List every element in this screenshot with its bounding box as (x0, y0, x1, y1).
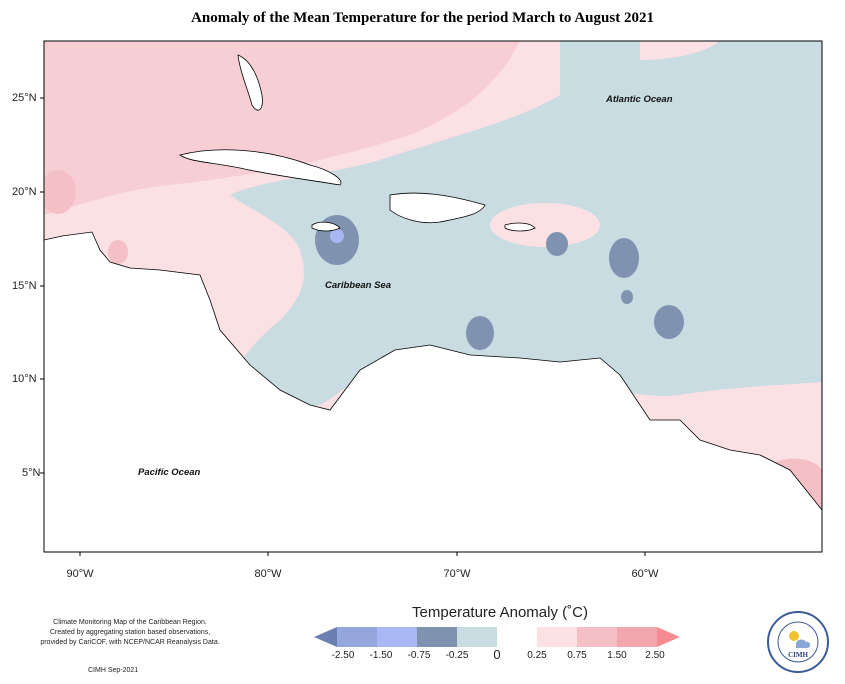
legend-tick: -1.50 (369, 650, 393, 661)
credits-line: Created by aggregating station based obs… (49, 629, 211, 636)
caribbean-sea-label: Caribbean Sea (325, 280, 391, 291)
atlantic-ocean-label: Atlantic Ocean (606, 94, 673, 105)
hispaniola (389, 192, 486, 224)
credits-line: Climate Monitoring Map of the Caribbean … (53, 619, 207, 626)
cold-spot-2 (609, 238, 639, 278)
axis-ticks (40, 97, 646, 556)
cold-spot-jamaica-core (330, 229, 344, 243)
warm-spot-belize (108, 240, 128, 264)
land-masses (44, 54, 822, 552)
lat-tick: 15°N (12, 280, 37, 292)
legend-tick: -2.50 (331, 650, 355, 661)
legend-high-arrow (657, 627, 680, 647)
sun-icon (789, 631, 799, 641)
legend-swatch (377, 627, 417, 647)
legend-swatch (497, 627, 537, 647)
lat-tick: 5°N (22, 467, 41, 479)
lat-tick: 25°N (12, 92, 37, 104)
lat-tick: 20°N (12, 186, 37, 198)
cold-spot-5 (466, 316, 494, 350)
legend-tick: 0.75 (567, 650, 587, 661)
legend-swatch (337, 627, 377, 647)
pacific-ocean-label: Pacific Ocean (138, 467, 201, 478)
legend-low-arrow (314, 627, 337, 647)
jamaica (311, 221, 341, 232)
legend-tick: -0.75 (407, 650, 431, 661)
anomaly-field-pink-ne (640, 41, 720, 60)
legend-title: Temperature Anomaly (˚C) (412, 604, 588, 621)
puerto-rico (504, 222, 536, 232)
cold-spot-1 (546, 232, 568, 256)
legend-tick: 0 (493, 647, 501, 662)
lon-tick: 90°W (66, 568, 94, 580)
legend-tick: 1.50 (607, 650, 627, 661)
anomaly-field-pink-patch (490, 203, 600, 247)
credits-line: provided by CariCOF, with NCEP/NCAR Rean… (40, 639, 220, 646)
anomaly-field-northwest (44, 41, 520, 215)
continental-land (44, 231, 822, 552)
logo-text: CIMH (788, 651, 808, 659)
credits-block: Climate Monitoring Map of the Caribbean … (30, 618, 230, 648)
legend-tick: 0.25 (527, 650, 547, 661)
legend-colorbar (314, 627, 680, 647)
lon-tick: 70°W (443, 568, 471, 580)
map-frame (43, 40, 823, 553)
warm-spot-yucatan (44, 170, 76, 214)
lon-tick: 80°W (254, 568, 282, 580)
legend-tick: -0.25 (445, 650, 469, 661)
cuba (179, 149, 342, 186)
legend-swatch (617, 627, 657, 647)
map-title: Anomaly of the Mean Temperature for the … (191, 10, 654, 26)
cloud-icon (796, 639, 811, 648)
legend-swatch (457, 627, 497, 647)
legend-tick: 2.50 (645, 650, 665, 661)
credits-stamp: CIMH Sep-2021 (88, 667, 139, 674)
cold-spot-3 (621, 290, 633, 304)
florida (237, 54, 263, 111)
lon-tick: 60°W (631, 568, 659, 580)
legend-swatch (577, 627, 617, 647)
cold-spot-4 (654, 305, 684, 339)
lat-tick: 10°N (12, 373, 37, 385)
cimh-logo: CIMH (767, 611, 829, 673)
legend-swatch (417, 627, 457, 647)
legend-swatch (537, 627, 577, 647)
